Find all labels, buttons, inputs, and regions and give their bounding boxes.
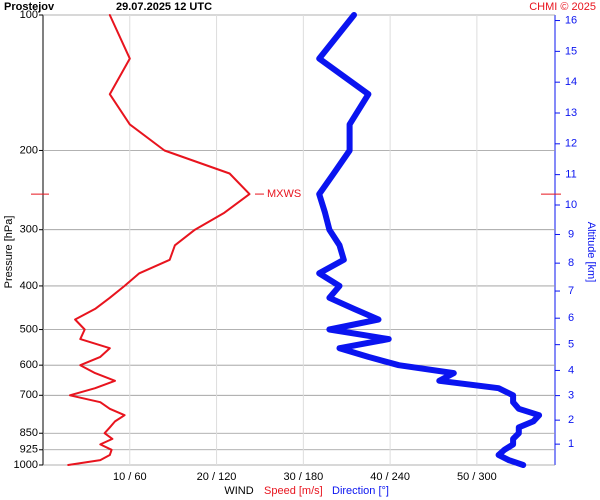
y2-tick-label: 16 (565, 14, 577, 26)
x-tick-label: 40 / 240 (370, 471, 410, 483)
y2-tick-label: 14 (565, 76, 577, 88)
x-tick-label: 10 / 60 (113, 471, 147, 483)
y-axis-label: Pressure [hPa] (3, 216, 15, 289)
x-tick-label: 20 / 120 (197, 471, 237, 483)
y2-tick-label: 11 (565, 169, 576, 181)
y2-axis-label: Altitude [km] (585, 222, 597, 283)
y2-tick-label: 1 (568, 438, 574, 450)
y2-tick-label: 15 (565, 45, 577, 57)
y-tick-label: 500 (20, 323, 38, 335)
y-tick-label: 700 (20, 389, 38, 401)
y-tick-label: 100 (20, 9, 38, 21)
y2-tick-label: 10 (565, 199, 577, 211)
direction-line (316, 12, 543, 468)
y2-tick-label: 9 (568, 228, 574, 240)
y2-tick-label: 12 (565, 138, 577, 150)
y-tick-label: 850 (20, 427, 38, 439)
mxws-label: MXWS (267, 188, 301, 200)
y2-tick-label: 3 (568, 390, 574, 402)
x-tick-label: 50 / 300 (457, 471, 497, 483)
y2-tick-label: 6 (568, 312, 574, 324)
y-tick-label: 300 (20, 224, 38, 236)
y-tick-label: 600 (20, 359, 38, 371)
y2-tick-label: 2 (568, 414, 574, 426)
chart-subtitle: 29.07.2025 12 UTC (116, 1, 212, 13)
speed-line (67, 14, 251, 466)
y-tick-label: 1000 (14, 459, 38, 471)
credit: CHMI © 2025 (529, 1, 596, 13)
y-tick-label: 200 (20, 144, 38, 156)
y2-tick-label: 4 (568, 364, 574, 376)
y2-tick-label: 7 (568, 285, 574, 297)
chart-title: Prostejov (4, 1, 55, 13)
x-tick-label: 30 / 180 (283, 471, 323, 483)
y2-tick-label: 13 (565, 107, 577, 119)
legend-speed: Speed [m/s] (264, 485, 323, 497)
y2-tick-label: 8 (568, 257, 574, 269)
y-tick-label: 925 (20, 444, 38, 456)
y2-tick-label: 5 (568, 339, 574, 351)
x-axis-label: WIND (224, 485, 253, 497)
legend-direction: Direction [°] (332, 485, 389, 497)
y-tick-label: 400 (20, 280, 38, 292)
